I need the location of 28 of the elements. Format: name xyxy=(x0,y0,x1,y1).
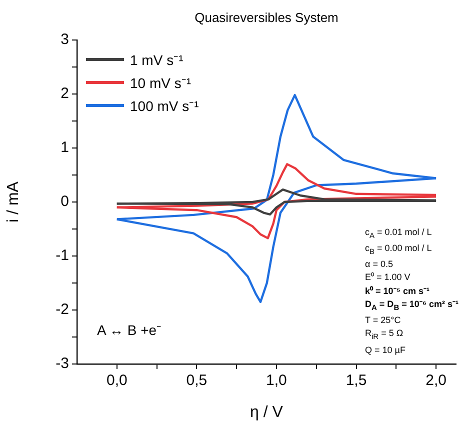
x-tick-label: 0,0 xyxy=(106,372,128,390)
chart-title: Quasireversibles System xyxy=(194,10,340,25)
y-tick-label: -1 xyxy=(56,247,69,264)
legend-label: 10 mV s⁻¹ xyxy=(130,74,192,92)
legend-label: 1 mV s⁻¹ xyxy=(130,51,184,69)
y-axis-title: i / mA xyxy=(5,181,22,222)
y-tick-label: 1 xyxy=(60,139,69,156)
annotation: T = 25°C xyxy=(365,314,402,328)
x-tick-label: 1,0 xyxy=(266,372,287,390)
x-tick-label: 0,5 xyxy=(186,372,208,390)
annotation: R$_{iR}$ = 5 Ω xyxy=(365,327,404,344)
x-axis-title: η / V xyxy=(250,404,284,421)
legend-label: 100 mV s⁻¹ xyxy=(130,97,199,115)
x-tick-label: 1,5 xyxy=(346,372,367,390)
annotation: Q = 10 µF xyxy=(365,344,406,357)
x-tick-label: 2,0 xyxy=(426,372,446,390)
annotation: D$_{A}$ = D$_{B}$ = 10⁻⁶ cm² s⁻¹ xyxy=(365,298,459,314)
annotation: E⁰ = 1.00 V xyxy=(365,271,412,284)
annotation: k⁰ = 10⁻⁵ cm s⁻¹ xyxy=(365,284,431,298)
y-tick-label: 0 xyxy=(60,193,69,210)
annotation: A ↔ B +e⁻ xyxy=(97,321,162,339)
annotation: c$_{B}$ = 0.00 mol / L xyxy=(365,242,433,258)
y-tick-label: -2 xyxy=(56,301,69,318)
y-tick-label: -3 xyxy=(56,355,69,372)
annotation: c$_{A}$ = 0.01 mol / L xyxy=(365,226,433,242)
annotation: α = 0.5 xyxy=(365,258,394,272)
y-tick-label: 3 xyxy=(60,31,69,48)
y-tick-label: 2 xyxy=(60,85,69,102)
